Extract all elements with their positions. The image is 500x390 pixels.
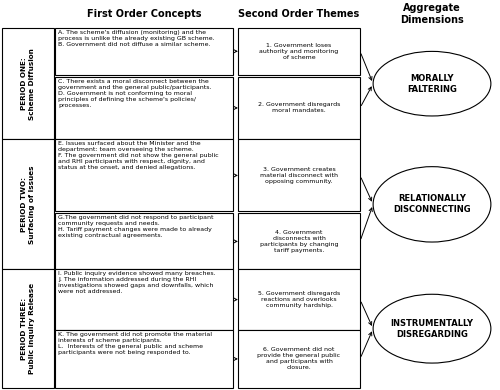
Text: A. The scheme's diffusion (monitoring) and the
process is unlike the already exi: A. The scheme's diffusion (monitoring) a… (58, 30, 214, 47)
Text: RELATIONALLY
DISCONNECTING: RELATIONALLY DISCONNECTING (393, 194, 471, 215)
Bar (55, 76, 233, 139)
Bar (238, 213, 360, 269)
Bar (238, 139, 360, 211)
Ellipse shape (373, 294, 491, 363)
Bar (55, 28, 233, 74)
Ellipse shape (373, 167, 491, 242)
Bar (238, 28, 360, 74)
Text: 4. Government
disconnects with
participants by changing
tariff payments.: 4. Government disconnects with participa… (260, 230, 338, 253)
Text: K. The government did not promote the material
interests of scheme participants.: K. The government did not promote the ma… (58, 332, 212, 355)
Bar (2, 139, 54, 269)
Text: PERIOD THREE:
Public Inquiry Release: PERIOD THREE: Public Inquiry Release (21, 283, 35, 374)
Text: MORALLY
FALTERING: MORALLY FALTERING (407, 74, 457, 94)
Text: Second Order Themes: Second Order Themes (238, 9, 360, 19)
Text: First Order Concepts: First Order Concepts (87, 9, 201, 19)
Text: 6. Government did not
provide the general public
and participants with
closure.: 6. Government did not provide the genera… (258, 347, 340, 370)
Text: 5. Government disregards
reactions and overlooks
community hardship.: 5. Government disregards reactions and o… (258, 291, 340, 308)
Text: 1. Government loses
authority and monitoring
of scheme: 1. Government loses authority and monito… (260, 43, 338, 60)
Text: PERIOD ONE:
Scheme Diffusion: PERIOD ONE: Scheme Diffusion (21, 48, 35, 120)
Text: 2. Government disregards
moral mandates.: 2. Government disregards moral mandates. (258, 103, 340, 113)
Bar (2, 28, 54, 139)
Text: Aggregate
Dimensions: Aggregate Dimensions (400, 3, 464, 25)
Bar (55, 269, 233, 330)
Bar (55, 213, 233, 269)
Text: 3. Government creates
material disconnect with
opposing community.: 3. Government creates material disconnec… (260, 167, 338, 184)
Bar (238, 76, 360, 139)
Bar (55, 330, 233, 388)
Ellipse shape (373, 51, 491, 116)
Bar (2, 269, 54, 388)
Text: PERIOD TWO:
Surfacing of Issues: PERIOD TWO: Surfacing of Issues (21, 165, 35, 244)
Text: C. There exists a moral disconnect between the
government and the general public: C. There exists a moral disconnect betwe… (58, 78, 212, 108)
Bar (238, 269, 360, 330)
Text: I. Public inquiry evidence showed many breaches.
J. The information addressed du: I. Public inquiry evidence showed many b… (58, 271, 216, 294)
Bar (238, 330, 360, 388)
Text: INSTRUMENTALLY
DISREGARDING: INSTRUMENTALLY DISREGARDING (390, 319, 473, 339)
Text: G.The government did not respond to participant
community requests and needs.
H.: G.The government did not respond to part… (58, 216, 214, 239)
Text: E. Issues surfaced about the Minister and the
department: team overseeing the sc: E. Issues surfaced about the Minister an… (58, 141, 218, 170)
Bar (55, 139, 233, 211)
